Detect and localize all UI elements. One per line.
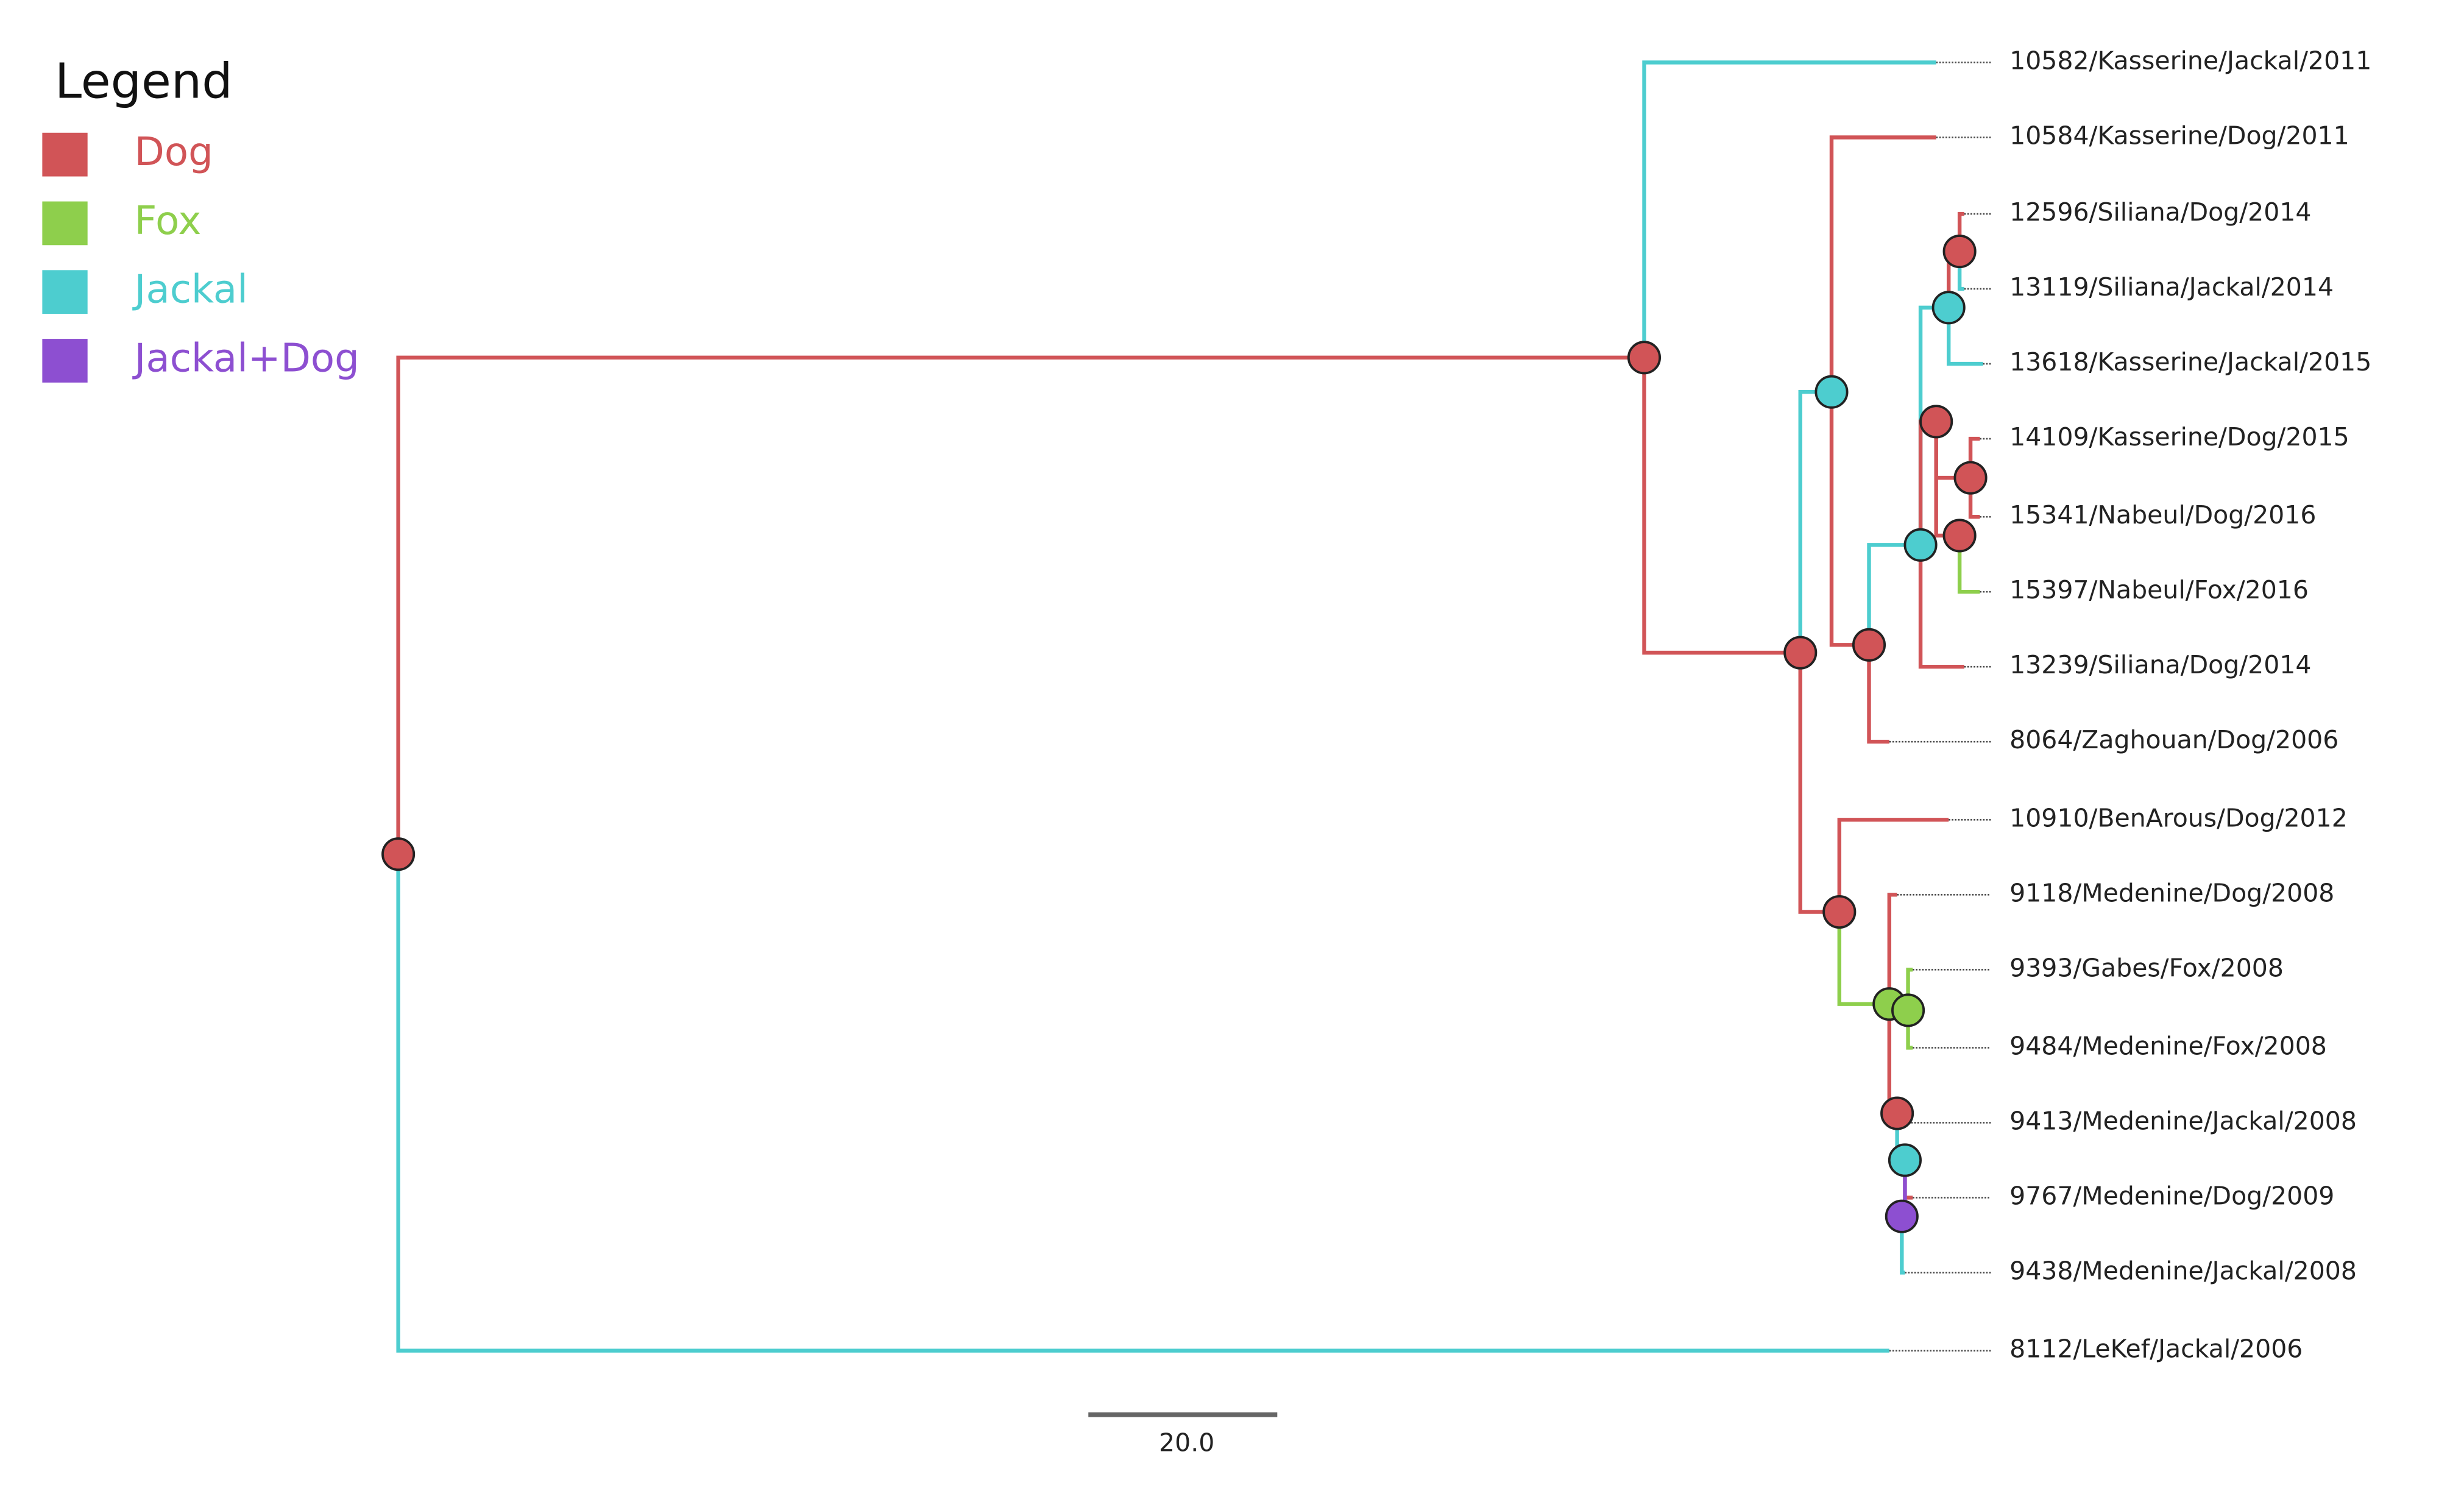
node	[1891, 993, 1925, 1027]
branch	[1887, 893, 1897, 1004]
node	[1627, 341, 1662, 375]
leaf-label: 15341/Nabeul/Dog/2016	[2009, 500, 2316, 530]
node	[1931, 291, 1966, 325]
branch	[1642, 357, 1800, 655]
branch	[1798, 653, 1839, 914]
branch	[1642, 60, 1936, 358]
branch	[1900, 1216, 1905, 1275]
branch	[1957, 535, 1980, 594]
leaf-label: 8112/LeKef/Jackal/2006	[2009, 1334, 2303, 1364]
branch	[1918, 545, 1964, 669]
legend-title: Legend	[55, 52, 233, 109]
branch	[1946, 307, 1983, 366]
node	[1903, 528, 1938, 562]
leaf-label: 13618/Kasserine/Jackal/2015	[2009, 347, 2371, 377]
branch	[1867, 543, 1921, 645]
node	[1814, 375, 1849, 409]
leaf-label: 9413/Medenine/Jackal/2008	[2009, 1106, 2357, 1135]
branch	[1829, 135, 1936, 392]
leaf-label: 9767/Medenine/Dog/2009	[2009, 1181, 2334, 1210]
node	[1942, 235, 1977, 269]
node	[381, 837, 416, 871]
legend-label: Dog	[135, 130, 213, 175]
branch	[396, 854, 1889, 1353]
node	[1852, 628, 1886, 662]
node	[1783, 636, 1818, 670]
leaf-label: 9484/Medenine/Fox/2008	[2009, 1031, 2327, 1060]
legend-swatch	[42, 339, 88, 383]
leaf-label: 15397/Nabeul/Fox/2016	[2009, 575, 2309, 604]
branch	[1798, 389, 1832, 653]
node	[1953, 461, 1988, 495]
legend-swatch	[42, 132, 88, 177]
leaf-label: 13119/Siliana/Jackal/2014	[2009, 272, 2334, 302]
leaf-label: 9118/Medenine/Dog/2008	[2009, 878, 2334, 907]
leaf-label: 8064/Zaghouan/Dog/2006	[2009, 725, 2338, 754]
leaf-label: 12596/Siliana/Dog/2014	[2009, 197, 2311, 227]
node	[1822, 895, 1857, 929]
legend-swatch	[42, 201, 88, 246]
legend-label: Jackal+Dog	[132, 336, 359, 381]
leaf-label: 9438/Medenine/Jackal/2008	[2009, 1256, 2357, 1285]
node	[1888, 1143, 1922, 1177]
leaf-label: 13239/Siliana/Dog/2014	[2009, 650, 2311, 679]
scale-bar-label: 20.0	[1159, 1428, 1214, 1457]
node	[1942, 519, 1977, 553]
leaf-label: 10910/BenArous/Dog/2012	[2009, 803, 2348, 832]
branch	[1867, 645, 1889, 744]
legend-label: Fox	[135, 199, 202, 244]
leaf-label: 10584/Kasserine/Dog/2011	[2009, 121, 2349, 150]
branch	[1829, 392, 1869, 647]
node	[1880, 1096, 1914, 1130]
leaf-label: 10582/Kasserine/Jackal/2011	[2009, 46, 2371, 76]
leaf-label: 9393/Gabes/Fox/2008	[2009, 953, 2284, 982]
legend-label: Jackal	[132, 268, 248, 313]
leaf-label: 14109/Kasserine/Dog/2015	[2009, 422, 2349, 452]
branch	[1918, 419, 1936, 545]
branch	[1837, 818, 1949, 912]
branch	[396, 355, 1644, 854]
node	[1919, 405, 1953, 439]
legend-swatch	[42, 270, 88, 314]
node	[1885, 1199, 1919, 1233]
